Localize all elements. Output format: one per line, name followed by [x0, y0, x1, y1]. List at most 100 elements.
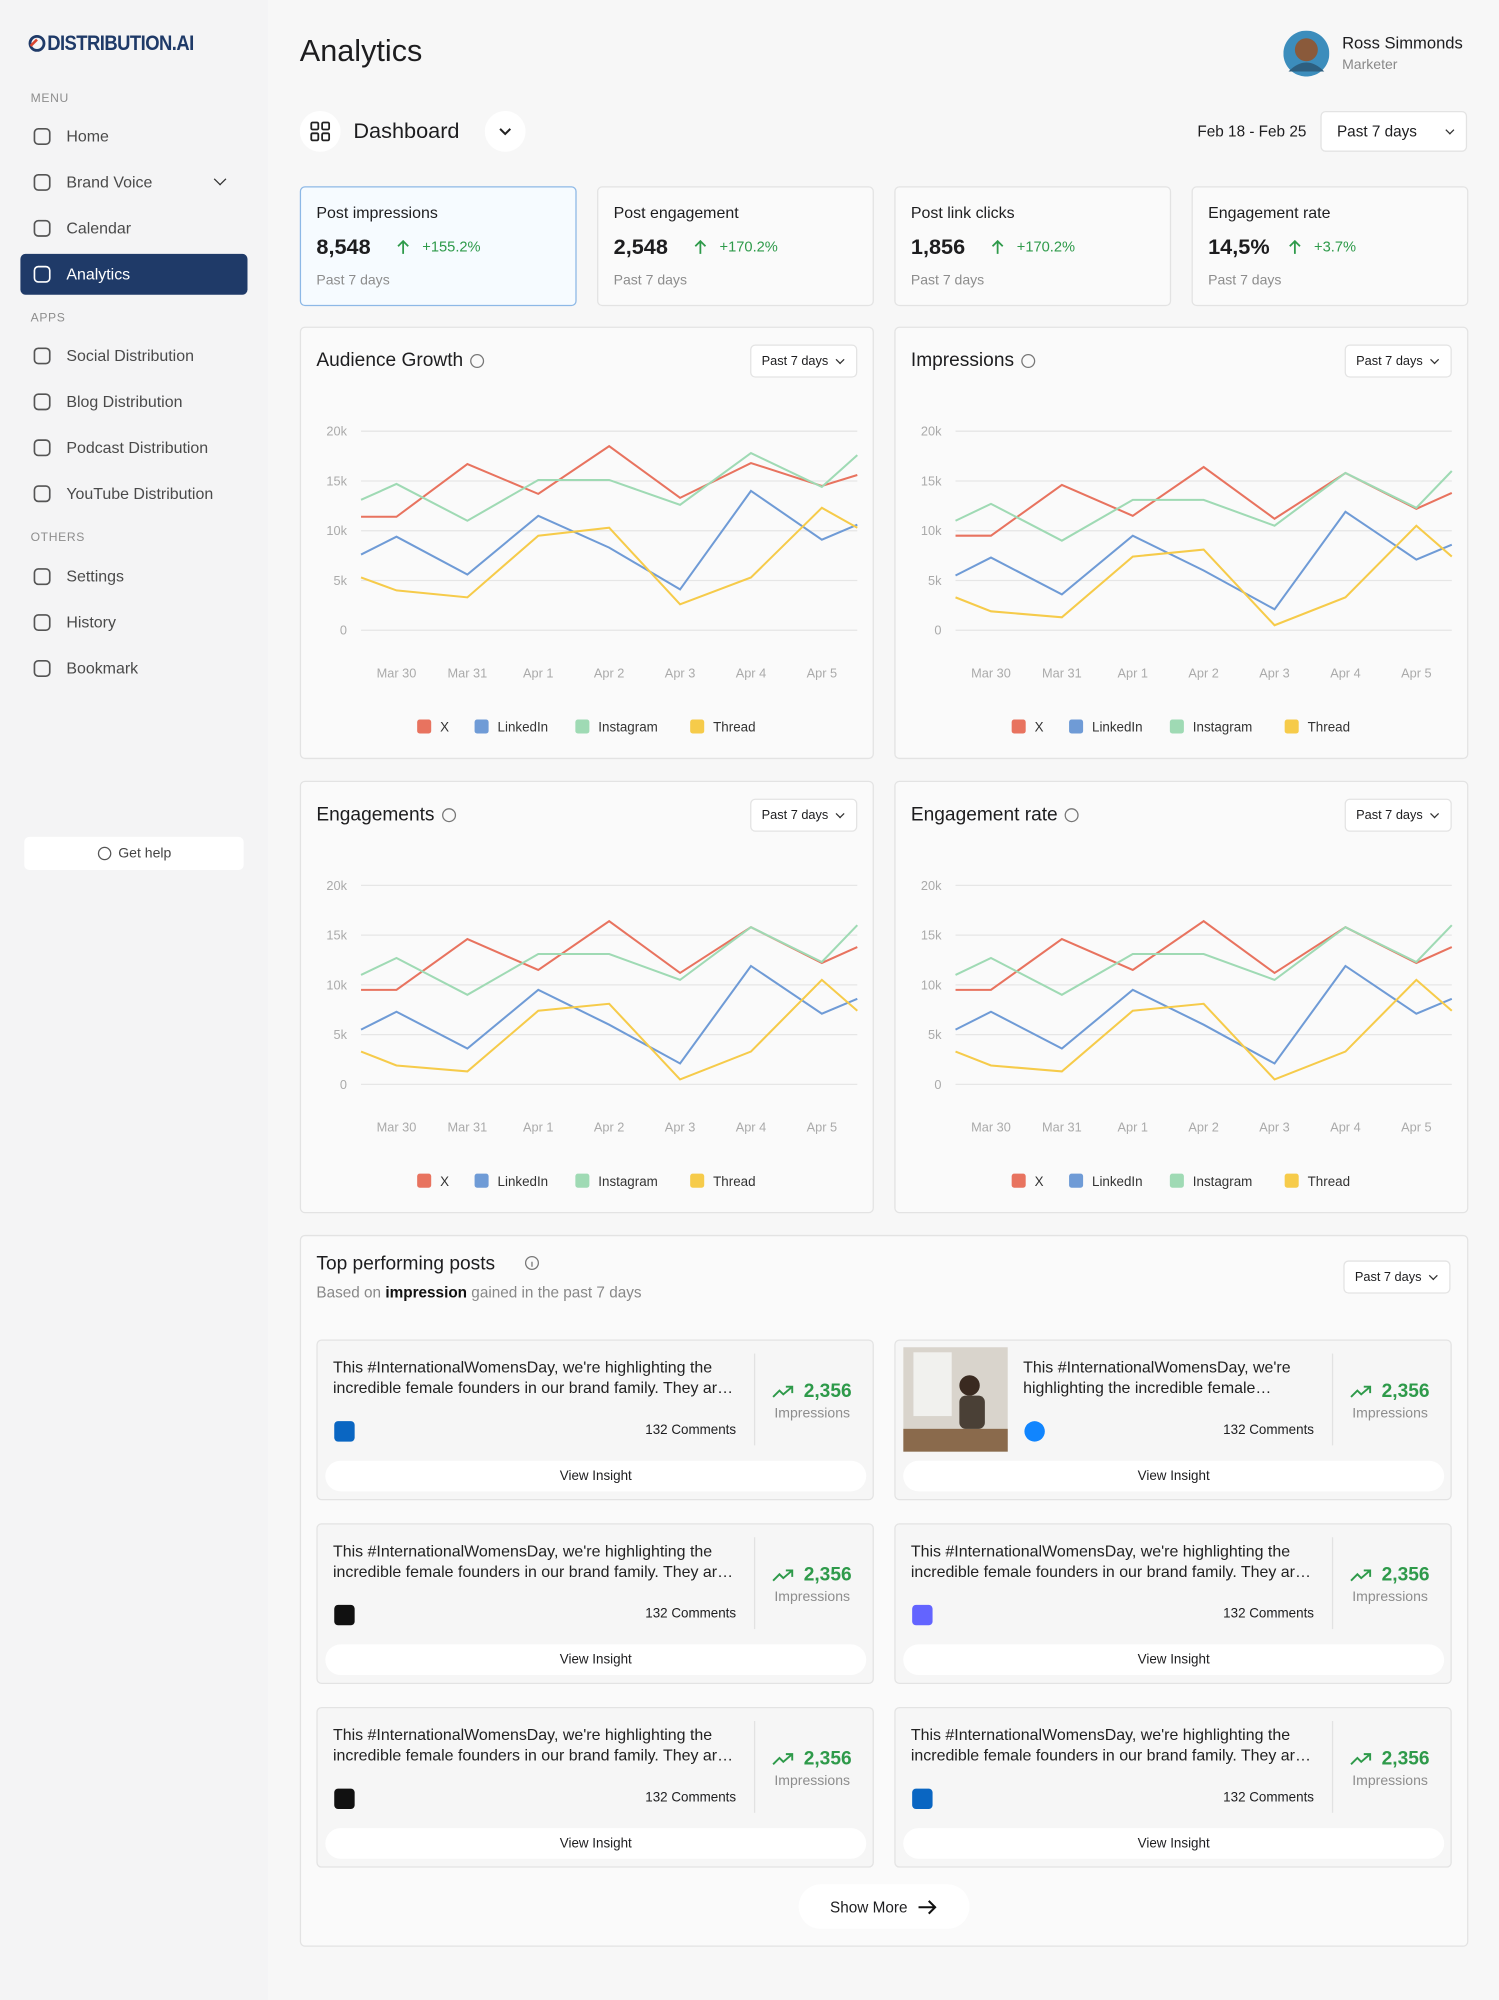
info-icon [441, 807, 456, 822]
nav-icon [33, 439, 51, 457]
x-tick-label: Mar 31 [1042, 1120, 1082, 1135]
series-line [955, 524, 1453, 627]
post-metric: Impressions [1352, 1773, 1428, 1789]
x-tick-label: Apr 3 [1259, 1120, 1289, 1135]
nav-item[interactable]: Brand Voice [20, 162, 247, 203]
subtitle-suffix: gained in the past 7 days [471, 1283, 642, 1302]
x-tick-label: Mar 30 [971, 1120, 1011, 1135]
subtitle: Based on impression gained in the past 7… [316, 1283, 641, 1301]
series-line [955, 470, 1453, 542]
period-dropdown[interactable]: Past 7 days [1343, 1260, 1451, 1294]
period-label: Past 7 days [761, 808, 829, 823]
y-tick-label: 20k [326, 878, 347, 893]
view-insight-button[interactable]: View Insight [325, 1828, 867, 1859]
nav-label: History [66, 613, 116, 632]
view-insight-button[interactable]: View Insight [903, 1644, 1445, 1676]
view-insight-button[interactable]: View Insight [325, 1644, 867, 1676]
avatar [1283, 30, 1330, 77]
show-more-button[interactable]: Show More [798, 1884, 970, 1929]
legend-swatch [1011, 1173, 1026, 1188]
post-text: This #InternationalWomensDay, we're high… [332, 1358, 726, 1397]
nav-item[interactable]: Settings [20, 556, 247, 597]
stat-value: 8,548 [316, 234, 371, 259]
icon-shape [33, 660, 51, 677]
nav-item[interactable]: Bookmark [20, 648, 247, 689]
period-dropdown[interactable]: Past 7 days [1320, 110, 1468, 152]
x-tick-label: Mar 30 [377, 1120, 417, 1135]
nav-icon [33, 173, 51, 191]
nav-item[interactable]: Calendar [20, 208, 247, 249]
trend-shape [772, 1385, 794, 1398]
legend-swatch [1069, 719, 1084, 734]
x-tick-label: Apr 4 [1330, 665, 1360, 680]
section-title: Top performing posts [316, 1252, 496, 1275]
icon-shape [912, 1604, 933, 1626]
view-insight-button[interactable]: View Insight [325, 1460, 867, 1492]
period-label: Past 7 days [1356, 808, 1423, 823]
legend-label: LinkedIn [1092, 1174, 1143, 1189]
nav-label: Settings [66, 567, 124, 586]
nav-icon [33, 265, 51, 283]
trend-icon [772, 1385, 794, 1398]
legend-label: Instagram [1193, 720, 1252, 735]
dashboard-icon [299, 110, 341, 152]
view-insight-button[interactable]: View Insight [903, 1828, 1445, 1859]
legend-swatch [1284, 719, 1299, 734]
post-comments: 132 Comments [645, 1789, 737, 1806]
legend-label: LinkedIn [498, 1174, 549, 1189]
help-label: Get help [118, 845, 172, 862]
period-label: Past 7 days [1356, 354, 1423, 369]
icon-shape [334, 1421, 355, 1442]
series-line [361, 919, 858, 991]
legend-swatch [690, 719, 705, 734]
nav-item[interactable]: Podcast Distribution [20, 427, 247, 468]
icon-shape [33, 439, 51, 457]
nav-item[interactable]: Social Distribution [20, 336, 247, 377]
arrow-shape [397, 239, 409, 254]
chevron [213, 172, 227, 186]
stat-label: Post impressions [316, 204, 438, 222]
legend-label: X [440, 1174, 449, 1189]
nav-item[interactable]: Analytics [20, 253, 248, 295]
y-tick-label: 15k [326, 473, 347, 488]
icon-shape [334, 1604, 355, 1626]
nav-item[interactable]: Home [20, 116, 247, 157]
chart-card: Impressions Past 7 days 0 5k 10k 15k 20k Mar 30… [894, 326, 1469, 760]
x-tick-label: Mar 31 [448, 1120, 488, 1135]
legend-label: Instagram [598, 1174, 657, 1189]
y-tick-label: 15k [921, 473, 942, 488]
view-name: Dashboard [353, 118, 460, 143]
period-dropdown[interactable]: Past 7 days [750, 344, 858, 378]
legend-label: Instagram [598, 720, 657, 735]
x-tick-label: Apr 3 [1259, 665, 1289, 680]
chart: 0 5k 10k 15k 20k Mar 30 Mar 31 Apr 1 Apr 2 Apr 3 A… [326, 878, 859, 1189]
nav-label: Calendar [66, 219, 132, 238]
icon-shape [33, 128, 51, 145]
icon-shape [33, 219, 51, 237]
nav-item[interactable]: History [20, 602, 247, 643]
period-dropdown[interactable]: Past 7 days [1344, 798, 1452, 832]
section-label: APPS [30, 311, 66, 326]
view-insight-button[interactable]: View Insight [903, 1460, 1445, 1492]
series-line [360, 451, 858, 522]
legend-swatch [1069, 1173, 1084, 1188]
x-tick-label: Apr 4 [736, 665, 766, 680]
up-arrow [397, 239, 409, 254]
period-dropdown[interactable]: Past 7 days [1344, 344, 1452, 378]
nav-item[interactable]: YouTube Distribution [20, 473, 247, 514]
chart-title-text: Engagements [316, 803, 435, 826]
help-button[interactable]: Get help [24, 836, 244, 871]
nav-item[interactable]: Blog Distribution [20, 381, 247, 422]
x-tick-label: Apr 2 [594, 665, 624, 680]
post-text: This #InternationalWomensDay, we're high… [332, 1726, 726, 1765]
y-tick-label: 20k [326, 424, 347, 439]
stat-period: Past 7 days [316, 273, 390, 289]
series-line [955, 978, 1453, 1081]
x-tick-label: Apr 2 [1188, 665, 1218, 680]
period-dropdown[interactable]: Past 7 days [750, 798, 858, 832]
trend-icon [772, 1569, 794, 1582]
view-dropdown[interactable] [484, 110, 526, 152]
chart-title: Engagements [316, 803, 456, 826]
post-card: This #InternationalWomensDay, we're high… [894, 1706, 1452, 1868]
platform-icon [912, 1604, 933, 1626]
